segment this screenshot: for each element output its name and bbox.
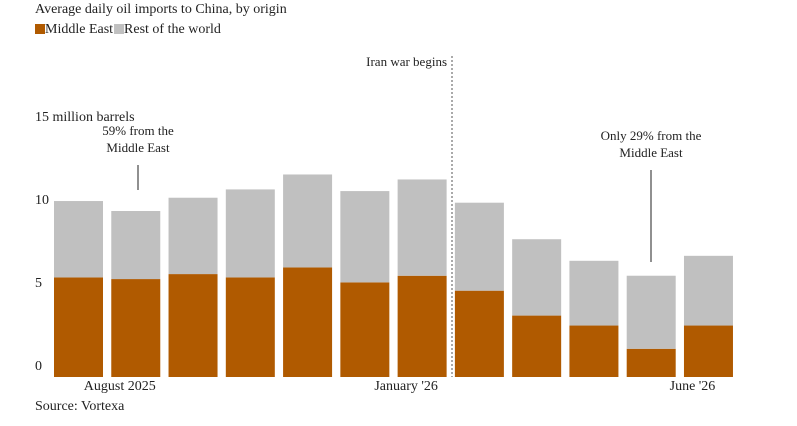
bar-segment (340, 191, 390, 283)
annotation: 59% from the (102, 123, 174, 138)
bar-segment (569, 260, 619, 326)
x-tick-label: June '26 (670, 379, 716, 394)
y-tick-label: 15 million barrels (35, 110, 135, 125)
bar-segment (340, 282, 390, 377)
x-tick-label: January '26 (374, 379, 438, 394)
annotation: Only 29% from the (601, 128, 702, 143)
y-tick-label: 0 (35, 359, 42, 374)
bar-segment (683, 255, 733, 326)
bar-segment (683, 325, 733, 377)
legend-label: Middle East (45, 22, 113, 37)
bar-segment (626, 348, 676, 377)
legend-swatch (114, 24, 125, 34)
bar-segment (626, 275, 676, 349)
y-tick-label: 10 (35, 193, 49, 208)
bar-segment (454, 202, 504, 291)
bar-segment (283, 267, 333, 377)
annotation: Middle East (619, 145, 683, 160)
legend-label: Rest of the world (124, 22, 221, 37)
bar-segment (168, 274, 218, 377)
bar-segment (54, 201, 103, 278)
bar-segment (512, 239, 562, 316)
bar-segment (54, 277, 103, 377)
y-tick-label: 5 (35, 276, 42, 291)
bar-segment (569, 325, 619, 377)
bar-segment (168, 197, 218, 275)
bar-segment (512, 315, 562, 377)
x-tick-label: August 2025 (84, 379, 156, 394)
bar-segment (111, 211, 161, 280)
bar-segment (397, 179, 447, 276)
bar-segment (111, 279, 161, 377)
bar-segment (397, 275, 447, 377)
bar-segment (454, 290, 504, 377)
bar-segment (283, 174, 333, 268)
bar-segment (225, 277, 275, 377)
legend-swatch (35, 24, 45, 34)
annotation: Iran war begins (366, 54, 447, 69)
bar-segment (225, 189, 275, 278)
chart-title: Average daily oil imports to China, by o… (35, 2, 287, 17)
source: Source: Vortexa (35, 399, 125, 414)
annotation: Middle East (106, 140, 170, 155)
